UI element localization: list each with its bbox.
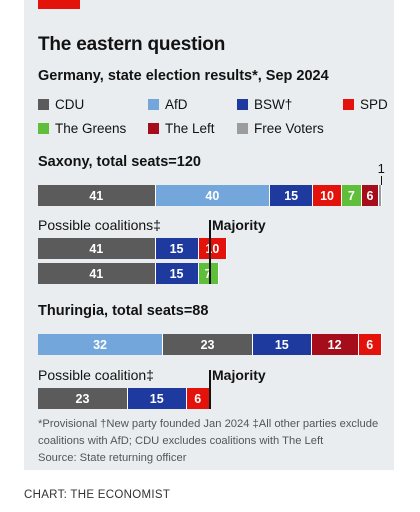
thuringia-coalition-bar-spd: 6: [186, 388, 210, 409]
saxony-title: Saxony, total seats=120: [38, 154, 201, 170]
thuringia-value-afd: 32: [93, 337, 107, 352]
footnote-text: *Provisional †New party founded Jan 2024…: [38, 418, 379, 447]
legend-swatch-free-voters: [237, 123, 248, 134]
thuringia-value-the-left: 12: [327, 337, 342, 352]
thuringia-bar-afd: 32: [38, 334, 164, 355]
saxony-coalition-bar-2: 41 15 7: [38, 263, 382, 284]
majority-line: [209, 370, 211, 409]
majority-line: [209, 220, 211, 284]
thuringia-coalition-value-bsw: 15: [149, 391, 164, 406]
legend-label: The Greens: [55, 121, 127, 136]
thuringia-coalition-bar-bsw: 15: [127, 388, 187, 409]
legend-item-bsw: BSW†: [237, 97, 292, 112]
legend-swatch-cdu: [38, 99, 49, 110]
thuringia-bar-the-left: 12: [311, 334, 359, 355]
thuringia-bar-cdu: 23: [163, 334, 253, 355]
saxony-value-afd: 40: [205, 188, 220, 203]
legend-label: SPD: [360, 97, 388, 112]
legend-swatch-the-left: [148, 123, 159, 134]
saxony-bar-bsw: 15: [270, 185, 314, 206]
saxony-bar-the-greens: 7: [341, 185, 362, 206]
saxony-value-the-left: 6: [366, 188, 374, 203]
footnote: *Provisional †New party founded Jan 2024…: [38, 416, 388, 467]
saxony-coalition-1-value-cdu: 41: [89, 241, 104, 256]
saxony-coalition-2-bar-the-greens: 7: [198, 263, 219, 284]
legend-item-the-left: The Left: [148, 121, 215, 136]
majority-label: Majority: [212, 217, 266, 233]
legend-label: BSW†: [254, 97, 293, 112]
saxony-value-cdu: 41: [89, 188, 104, 203]
saxony-bar-the-left: 6: [361, 185, 380, 206]
saxony-value-spd: 10: [320, 188, 334, 203]
chart-title: The eastern question: [38, 34, 226, 55]
legend-item-the-greens: The Greens: [38, 121, 126, 136]
thuringia-coalition-label: Possible coalition‡: [38, 367, 154, 383]
source-text: Source: State returning officer: [38, 452, 187, 464]
legend-item-afd: AfD: [148, 97, 188, 112]
saxony-value-bsw: 15: [284, 188, 299, 203]
saxony-bar-spd: 10: [313, 185, 342, 206]
saxony-coalition-1-value-bsw: 15: [169, 241, 184, 256]
legend-label: CDU: [55, 97, 85, 112]
thuringia-value-spd: 6: [366, 337, 374, 352]
majority-label: Majority: [212, 367, 266, 383]
legend-item-cdu: CDU: [38, 97, 84, 112]
saxony-coalition-2-value-bsw: 15: [169, 266, 184, 281]
legend-swatch-the-greens: [38, 123, 49, 134]
thuringia-bar-spd: 6: [358, 334, 382, 355]
thuringia-bar-bsw: 15: [253, 334, 312, 355]
economist-red-tab: [38, 0, 80, 9]
saxony-bar-cdu: 41: [38, 185, 156, 206]
saxony-value-the-greens: 7: [347, 188, 355, 203]
thuringia-coalition-bar-cdu: 23: [38, 388, 128, 409]
legend-swatch-spd: [343, 99, 354, 110]
saxony-coalition-2-bar-bsw: 15: [155, 263, 199, 284]
thuringia-coalition-value-spd: 6: [194, 391, 202, 406]
saxony-coalition-2-value-cdu: 41: [89, 266, 104, 281]
saxony-label-tick: [380, 176, 382, 185]
chart-credit: CHART: THE ECONOMIST: [24, 489, 171, 501]
saxony-coalition-1-bar-bsw: 15: [155, 238, 199, 259]
thuringia-value-cdu: 23: [200, 337, 215, 352]
thuringia-seat-bar: 32 23 15 12 6: [38, 334, 382, 355]
saxony-coalition-1-value-spd: 10: [205, 241, 220, 256]
saxony-value-free-voters: 1: [377, 161, 385, 176]
saxony-coalition-1-bar-cdu: 41: [38, 238, 156, 259]
saxony-coalition-2-bar-cdu: 41: [38, 263, 156, 284]
legend-swatch-afd: [148, 99, 159, 110]
legend-label: AfD: [165, 97, 188, 112]
thuringia-value-bsw: 15: [274, 337, 289, 352]
legend-label: Free Voters: [254, 121, 324, 136]
legend-label: The Left: [165, 121, 215, 136]
thuringia-title: Thuringia, total seats=88: [38, 303, 209, 319]
saxony-coalitions-label: Possible coalitions‡: [38, 217, 161, 233]
saxony-seat-bar: 41 40 15 10 7 6: [38, 185, 382, 206]
legend-swatch-bsw: [237, 99, 248, 110]
thuringia-coalition-value-cdu: 23: [75, 391, 90, 406]
chart-subtitle: Germany, state election results*, Sep 20…: [38, 68, 329, 84]
legend-item-free-voters: Free Voters: [237, 121, 324, 136]
legend-item-spd: SPD: [343, 97, 388, 112]
saxony-coalition-1-bar-spd: 10: [198, 238, 228, 259]
saxony-coalition-2-value-the-greens: 7: [205, 267, 212, 281]
saxony-bar-free-voters: [379, 185, 382, 206]
saxony-bar-afd: 40: [155, 185, 271, 206]
saxony-coalition-bar-1: 41 15 10: [38, 238, 382, 259]
